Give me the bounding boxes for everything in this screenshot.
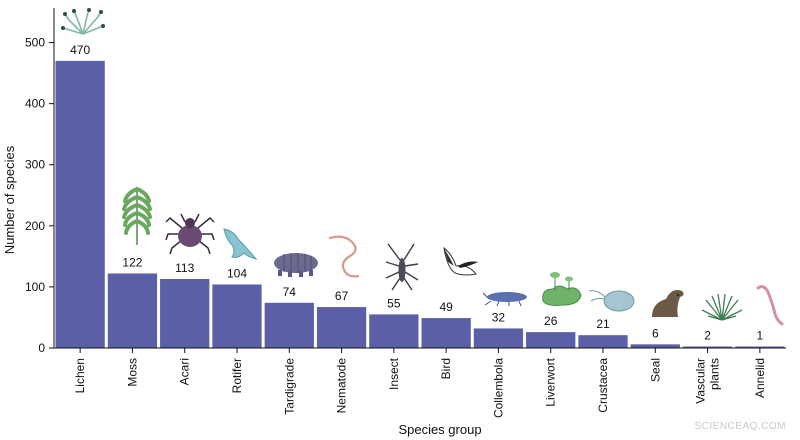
data-label: 113 xyxy=(175,261,194,275)
svg-text:Crustacea: Crustacea xyxy=(596,358,610,413)
annelid-icon xyxy=(756,285,784,326)
data-label: 67 xyxy=(335,289,349,303)
vascular-plants-icon xyxy=(701,293,743,321)
data-label: 122 xyxy=(122,255,142,269)
nematode-icon xyxy=(328,235,360,278)
data-label: 26 xyxy=(544,314,558,328)
svg-text:Nematode: Nematode xyxy=(335,358,349,414)
x-tick-label: Liverwort xyxy=(544,357,558,406)
x-tick-label: Annelid xyxy=(753,358,767,398)
x-tick-label: Crustacea xyxy=(596,358,610,413)
bar xyxy=(473,328,524,348)
crustacea-icon xyxy=(588,290,635,312)
svg-text:Acari: Acari xyxy=(178,358,192,385)
bar xyxy=(578,335,628,348)
svg-text:Insect: Insect xyxy=(387,357,401,390)
bar xyxy=(212,284,262,348)
y-tick-label: 400 xyxy=(25,97,45,111)
x-tick-label: Acari xyxy=(178,358,192,385)
bar xyxy=(160,278,210,348)
data-label: 2 xyxy=(704,329,711,343)
data-label: 55 xyxy=(387,296,401,310)
x-axis-title: Species group xyxy=(398,422,481,437)
bar xyxy=(316,307,367,348)
data-label: 6 xyxy=(652,326,659,340)
bar xyxy=(107,273,158,348)
collembola-icon xyxy=(482,292,527,307)
svg-text:Tardigrade: Tardigrade xyxy=(282,358,296,415)
svg-text:Vascularplants: Vascularplants xyxy=(694,358,722,404)
y-tick-label: 0 xyxy=(38,341,45,355)
seal-icon xyxy=(652,290,684,317)
x-tick-label: Seal xyxy=(648,358,662,382)
x-tick-label: Nematode xyxy=(335,358,349,414)
species-illustrations xyxy=(61,8,784,326)
acari-icon xyxy=(165,213,215,255)
x-tick-label: Bird xyxy=(439,358,453,379)
bar xyxy=(526,332,576,348)
tardigrade-icon xyxy=(274,253,318,277)
moss-icon xyxy=(122,187,152,245)
data-label: 74 xyxy=(283,285,297,299)
x-tick-label: Collembola xyxy=(491,358,505,418)
liverwort-icon xyxy=(542,272,582,306)
y-axis-title: Number of species xyxy=(2,145,17,254)
data-label: 104 xyxy=(227,266,247,280)
bar xyxy=(421,318,471,348)
x-tick-label: Tardigrade xyxy=(282,358,296,415)
bar xyxy=(369,314,419,348)
bar xyxy=(682,346,733,348)
rotifer-icon xyxy=(223,228,258,260)
svg-text:Moss: Moss xyxy=(125,358,139,387)
bars xyxy=(55,60,785,348)
svg-text:Liverwort: Liverwort xyxy=(544,357,558,406)
lichen-icon xyxy=(61,8,105,35)
data-label: 49 xyxy=(439,300,453,314)
y-tick-label: 200 xyxy=(25,219,45,233)
watermark-text: SCIENCEAQ.COM xyxy=(694,421,786,432)
x-tick-label: Lichen xyxy=(73,358,87,393)
y-tick-label: 300 xyxy=(25,158,45,172)
data-label: 32 xyxy=(492,310,506,324)
axes: 0 100 200 300 400 500 Lichen Moss Acari Rotifer Ta… xyxy=(25,8,786,418)
y-tick-label: 100 xyxy=(25,280,45,294)
svg-text:Rotifer: Rotifer xyxy=(230,358,244,393)
bar xyxy=(630,344,680,348)
x-tick-label: Moss xyxy=(125,358,139,387)
data-label: 470 xyxy=(70,43,90,57)
bar xyxy=(735,346,785,348)
bar xyxy=(55,60,105,348)
y-tick-label: 500 xyxy=(25,36,45,50)
svg-text:Lichen: Lichen xyxy=(73,358,87,393)
x-tick-label: Insect xyxy=(387,357,401,390)
data-label: 1 xyxy=(757,329,764,343)
insect-icon xyxy=(385,243,419,291)
svg-text:Seal: Seal xyxy=(648,358,662,382)
svg-text:Annelid: Annelid xyxy=(753,358,767,398)
x-tick-label: Vascularplants xyxy=(694,358,722,404)
bar xyxy=(264,302,314,348)
svg-text:Collembola: Collembola xyxy=(491,358,505,418)
bird-icon xyxy=(443,246,478,276)
svg-text:Bird: Bird xyxy=(439,358,453,379)
data-label: 21 xyxy=(596,317,610,331)
x-tick-label: Rotifer xyxy=(230,358,244,393)
